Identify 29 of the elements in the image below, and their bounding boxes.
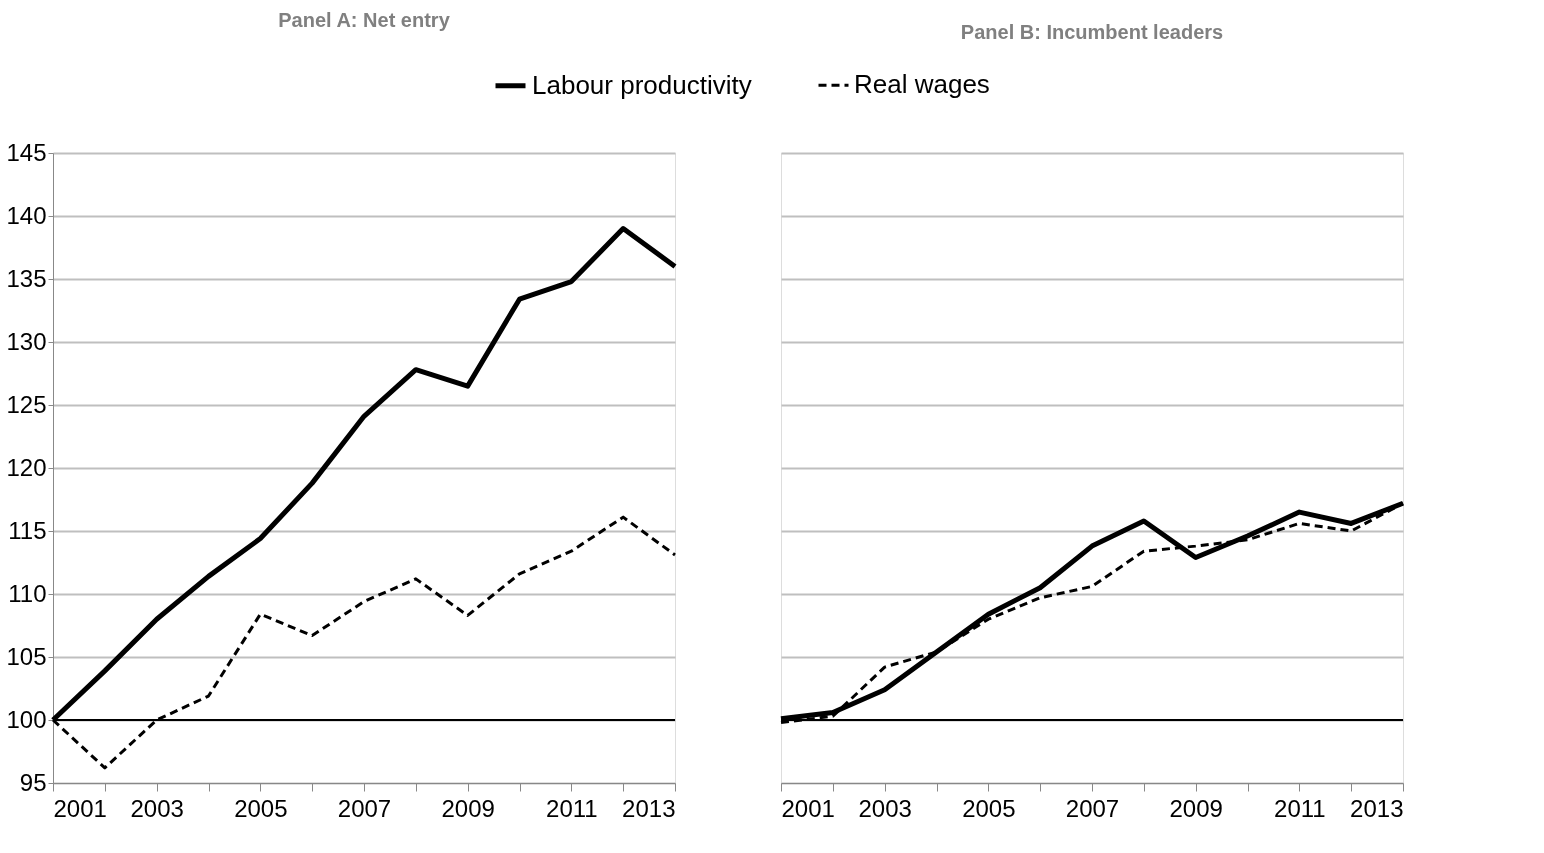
x-tick-label: 2013 [1350, 794, 1404, 822]
x-tick-label: 2007 [1065, 794, 1120, 822]
x-tick-label: 2011 [546, 794, 598, 822]
x-tick-label: 2001 [781, 794, 835, 822]
chart-title: Panel A: Net entry [278, 9, 451, 31]
x-tick-label: 2001 [53, 794, 107, 822]
y-tick-label: 145 [6, 138, 47, 166]
x-tick-label: 2005 [962, 794, 1016, 822]
y-tick-label: 110 [8, 579, 47, 607]
y-tick-label: 120 [6, 453, 47, 481]
chart-title: Panel B: Incumbent leaders [960, 21, 1224, 43]
y-tick-label: 115 [8, 516, 47, 544]
y-tick-label: 130 [6, 327, 47, 355]
legend-label: Labour productivity [532, 69, 752, 100]
x-tick-label: 2009 [1169, 794, 1223, 822]
x-tick-label: 2007 [337, 794, 392, 822]
y-tick-label: 95 [19, 768, 47, 796]
y-tick-label: 135 [6, 264, 47, 292]
y-tick-label: 100 [6, 705, 47, 733]
y-tick-label: 105 [6, 642, 47, 670]
y-tick-label: 140 [6, 201, 47, 229]
x-tick-label: 2011 [1274, 794, 1326, 822]
x-tick-label: 2013 [622, 794, 676, 822]
x-tick-label: 2005 [234, 794, 288, 822]
y-tick-label: 125 [6, 390, 47, 418]
x-tick-label: 2009 [441, 794, 495, 822]
x-tick-label: 2003 [130, 794, 184, 822]
x-tick-label: 2003 [858, 794, 912, 822]
legend-label: Real wages [854, 69, 990, 100]
